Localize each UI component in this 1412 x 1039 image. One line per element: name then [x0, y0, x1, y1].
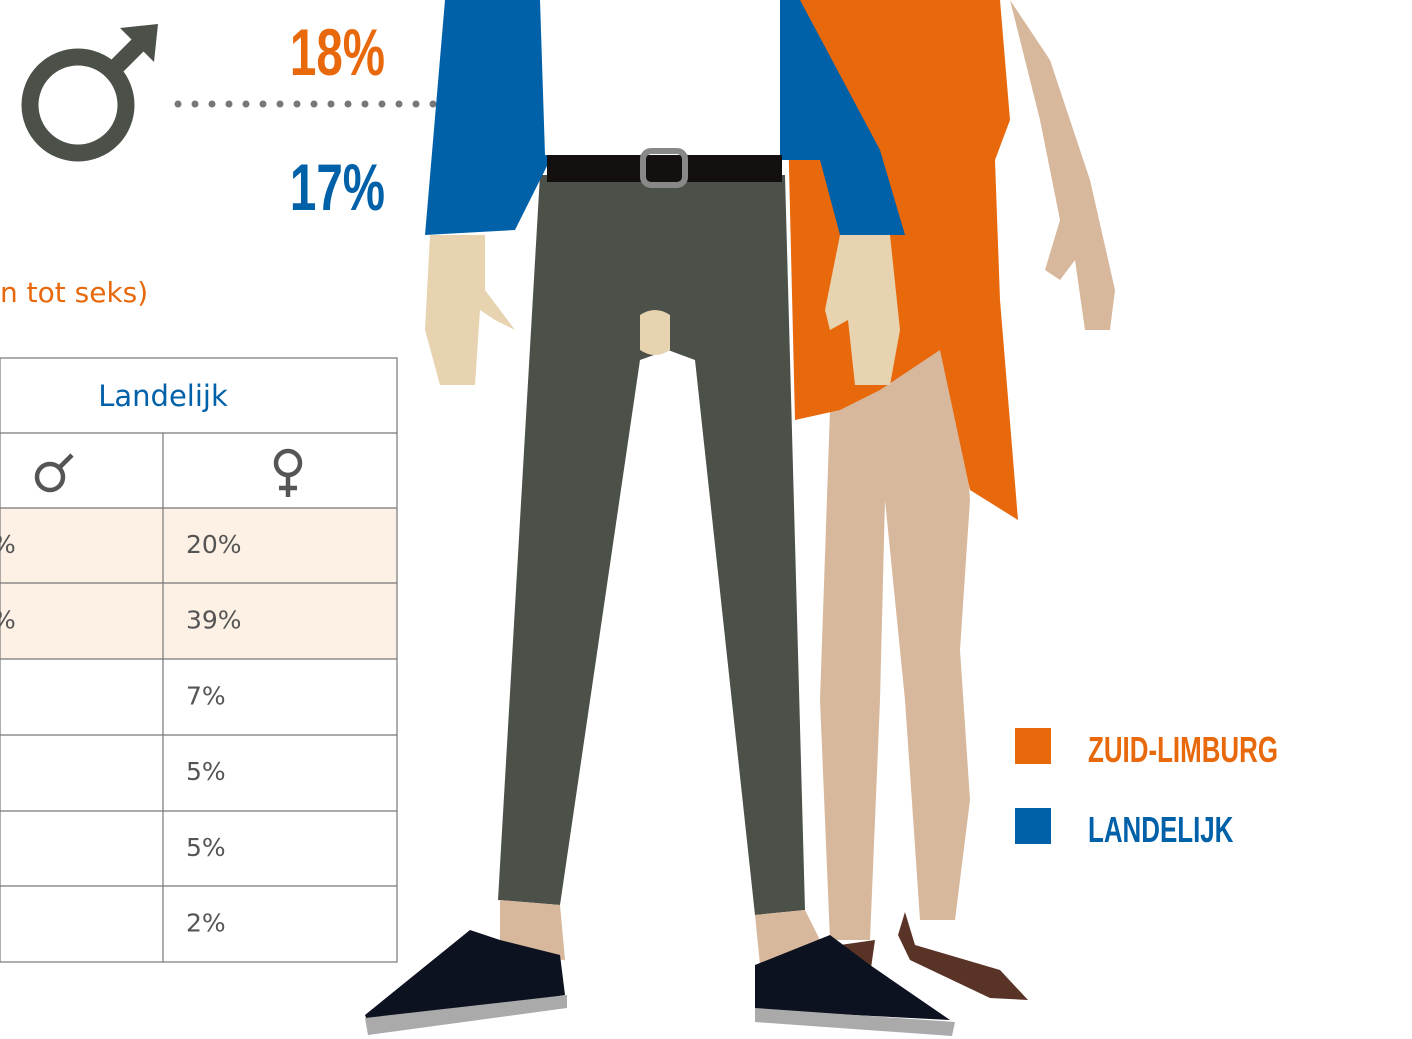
table-female-icon	[273, 448, 303, 497]
table-lines	[0, 357, 398, 963]
table-cell: 20%	[186, 530, 242, 559]
legend-label: ZUID-LIMBURG	[1088, 730, 1278, 770]
legend-swatch	[1015, 808, 1051, 844]
table-cell: %	[0, 530, 16, 559]
table-cell: 2%	[186, 909, 226, 938]
table-header: Landelijk	[98, 379, 228, 413]
legend-label: LANDELIJK	[1088, 810, 1234, 850]
table-cell: 7%	[186, 681, 226, 710]
subtitle: n tot seks)	[0, 276, 148, 309]
table-cell: %	[0, 606, 16, 635]
legend-swatch	[1015, 728, 1051, 764]
table-cell: 5%	[186, 833, 226, 862]
male-zuid-limburg: 18%	[290, 16, 385, 89]
male-arrow	[120, 24, 158, 62]
table-cell: 5%	[186, 757, 226, 786]
man-figure	[365, 0, 955, 1036]
table-male-icon	[34, 453, 74, 493]
male-landelijk: 17%	[290, 151, 385, 224]
table-cell: 39%	[186, 606, 242, 635]
table: Landelijk %% 20% 39% 7% 5% 5% 2%	[0, 357, 398, 963]
male-symbol	[21, 28, 155, 162]
